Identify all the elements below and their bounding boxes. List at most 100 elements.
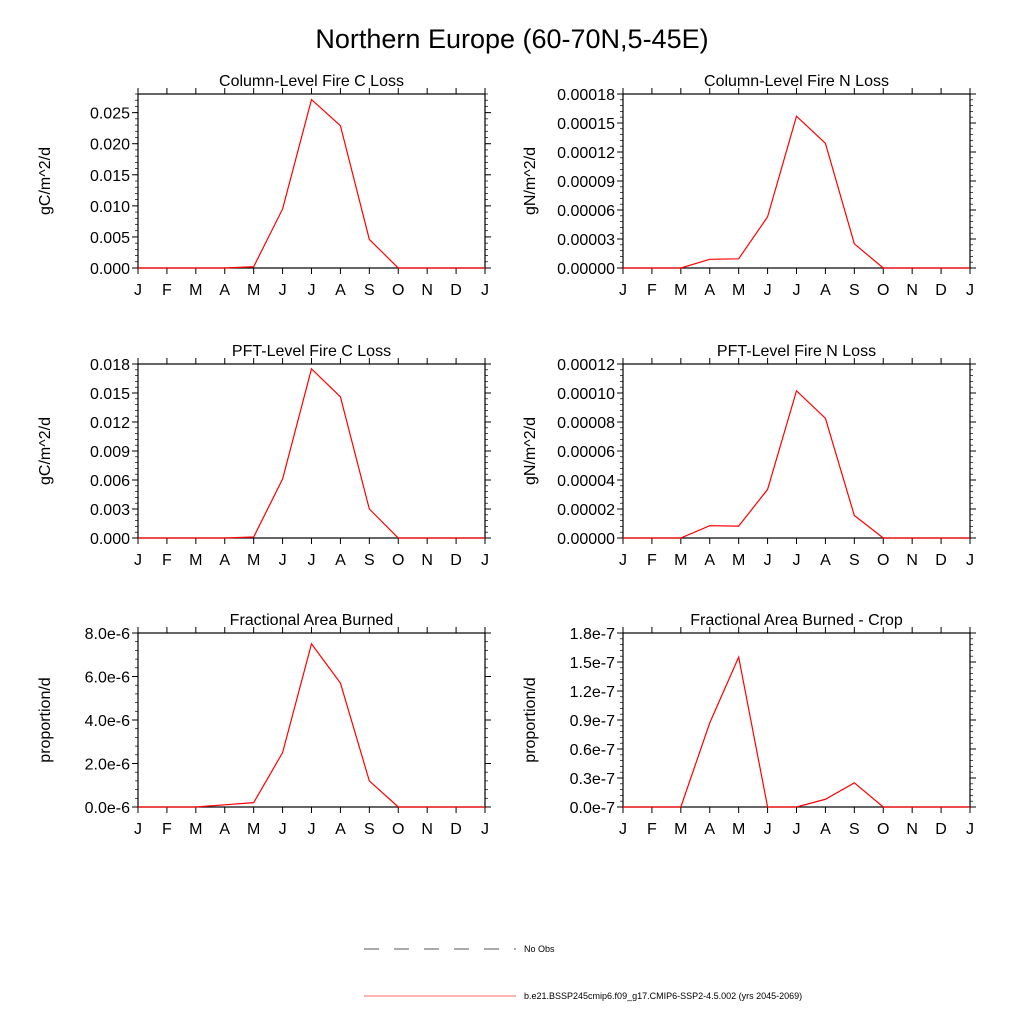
series-line xyxy=(138,98,485,269)
y-tick-label: 0.00006 xyxy=(557,203,615,220)
x-tick-label: O xyxy=(392,282,404,299)
y-tick-label: 0.00008 xyxy=(557,415,615,432)
panel-title: Fractional Area Burned - Crop xyxy=(690,612,903,629)
x-tick-label: A xyxy=(820,552,831,569)
x-tick-label: S xyxy=(849,282,860,299)
x-tick-label: F xyxy=(162,552,172,569)
y-tick-label: 0.00012 xyxy=(557,357,615,374)
x-tick-label: A xyxy=(704,552,715,569)
x-tick-label: S xyxy=(364,282,375,299)
y-tick-label: 0.006 xyxy=(90,473,130,490)
x-tick-label: M xyxy=(732,282,745,299)
y-tick-label: 6.0e-6 xyxy=(85,670,130,687)
panel-title: PFT-Level Fire N Loss xyxy=(717,343,876,360)
x-tick-label: S xyxy=(364,821,375,838)
x-tick-label: M xyxy=(674,821,687,838)
x-tick-label: M xyxy=(732,821,745,838)
x-tick-label: S xyxy=(849,821,860,838)
x-tick-label: J xyxy=(966,552,974,569)
y-tick-label: 0.00002 xyxy=(557,502,615,519)
x-tick-label: F xyxy=(647,282,657,299)
x-tick-label: J xyxy=(308,552,316,569)
x-tick-label: A xyxy=(219,282,230,299)
legend: No Obs b.e21.BSSP245cmip6.f09_g17.CMIP6-… xyxy=(364,944,802,1001)
x-tick-label: O xyxy=(392,821,404,838)
x-tick-label: A xyxy=(820,821,831,838)
x-tick-label: M xyxy=(247,821,260,838)
x-tick-label: F xyxy=(647,552,657,569)
x-tick-label: O xyxy=(877,552,889,569)
y-tick-label: 0.000 xyxy=(90,261,130,278)
x-tick-label: J xyxy=(619,552,627,569)
x-tick-label: J xyxy=(764,821,772,838)
x-tick-label: D xyxy=(450,821,462,838)
y-tick-label: 0.00000 xyxy=(557,261,615,278)
y-tick-label: 0.003 xyxy=(90,502,130,519)
y-tick-label: 0.025 xyxy=(90,106,130,123)
y-tick-label: 0.6e-7 xyxy=(570,742,615,759)
x-tick-label: N xyxy=(421,282,433,299)
y-tick-label: 0.00000 xyxy=(557,531,615,548)
x-tick-label: J xyxy=(764,552,772,569)
series-line xyxy=(623,655,970,808)
y-axis-label: gC/m^2/d xyxy=(37,147,54,215)
x-tick-label: O xyxy=(392,552,404,569)
y-tick-label: 0.0e-6 xyxy=(85,800,130,817)
y-tick-label: 0.3e-7 xyxy=(570,771,615,788)
x-tick-label: F xyxy=(162,821,172,838)
x-tick-label: A xyxy=(219,552,230,569)
plot-frame xyxy=(137,363,486,539)
panel-title: Column-Level Fire N Loss xyxy=(704,73,889,90)
x-tick-label: N xyxy=(421,552,433,569)
series-line xyxy=(623,389,970,539)
x-tick-label: J xyxy=(134,282,142,299)
plot-frame xyxy=(622,93,971,269)
x-tick-label: M xyxy=(247,552,260,569)
x-tick-label: J xyxy=(308,821,316,838)
x-tick-label: M xyxy=(674,552,687,569)
plot-frame xyxy=(622,632,971,808)
y-tick-label: 1.5e-7 xyxy=(570,655,615,672)
y-tick-label: 0.012 xyxy=(90,415,130,432)
x-tick-label: D xyxy=(935,821,947,838)
x-tick-label: N xyxy=(906,282,918,299)
y-tick-label: 0.00009 xyxy=(557,174,615,191)
x-tick-label: F xyxy=(162,282,172,299)
series-line xyxy=(138,367,485,539)
x-tick-label: S xyxy=(364,552,375,569)
x-tick-label: J xyxy=(619,282,627,299)
x-tick-label: J xyxy=(279,552,287,569)
series-line xyxy=(138,642,485,808)
x-tick-label: M xyxy=(674,282,687,299)
y-tick-label: 0.00015 xyxy=(557,116,615,133)
y-tick-label: 0.010 xyxy=(90,199,130,216)
x-tick-label: M xyxy=(732,552,745,569)
x-tick-label: O xyxy=(877,282,889,299)
x-tick-label: A xyxy=(704,282,715,299)
x-tick-label: M xyxy=(189,821,202,838)
x-tick-label: F xyxy=(647,821,657,838)
plot-frame xyxy=(137,632,486,808)
x-tick-label: J xyxy=(619,821,627,838)
x-tick-label: J xyxy=(793,282,801,299)
y-axis-label: gN/m^2/d xyxy=(522,147,539,215)
panel-title: Column-Level Fire C Loss xyxy=(219,73,404,90)
y-tick-label: 0.00003 xyxy=(557,232,615,249)
x-tick-label: M xyxy=(189,552,202,569)
y-tick-label: 4.0e-6 xyxy=(85,713,130,730)
legend-label-model: b.e21.BSSP245cmip6.f09_g17.CMIP6-SSP2-4.… xyxy=(524,991,802,1001)
plot-frame xyxy=(622,363,971,539)
y-tick-label: 0.015 xyxy=(90,168,130,185)
y-tick-label: 1.8e-7 xyxy=(570,626,615,643)
x-tick-label: D xyxy=(450,282,462,299)
y-tick-label: 0.005 xyxy=(90,230,130,247)
x-tick-label: J xyxy=(279,821,287,838)
y-tick-label: 0.00012 xyxy=(557,145,615,162)
figure-title: Northern Europe (60-70N,5-45E) xyxy=(315,24,708,54)
x-tick-label: D xyxy=(935,282,947,299)
plot-frame xyxy=(137,93,486,269)
legend-label-no-obs: No Obs xyxy=(524,944,555,954)
x-tick-label: A xyxy=(704,821,715,838)
